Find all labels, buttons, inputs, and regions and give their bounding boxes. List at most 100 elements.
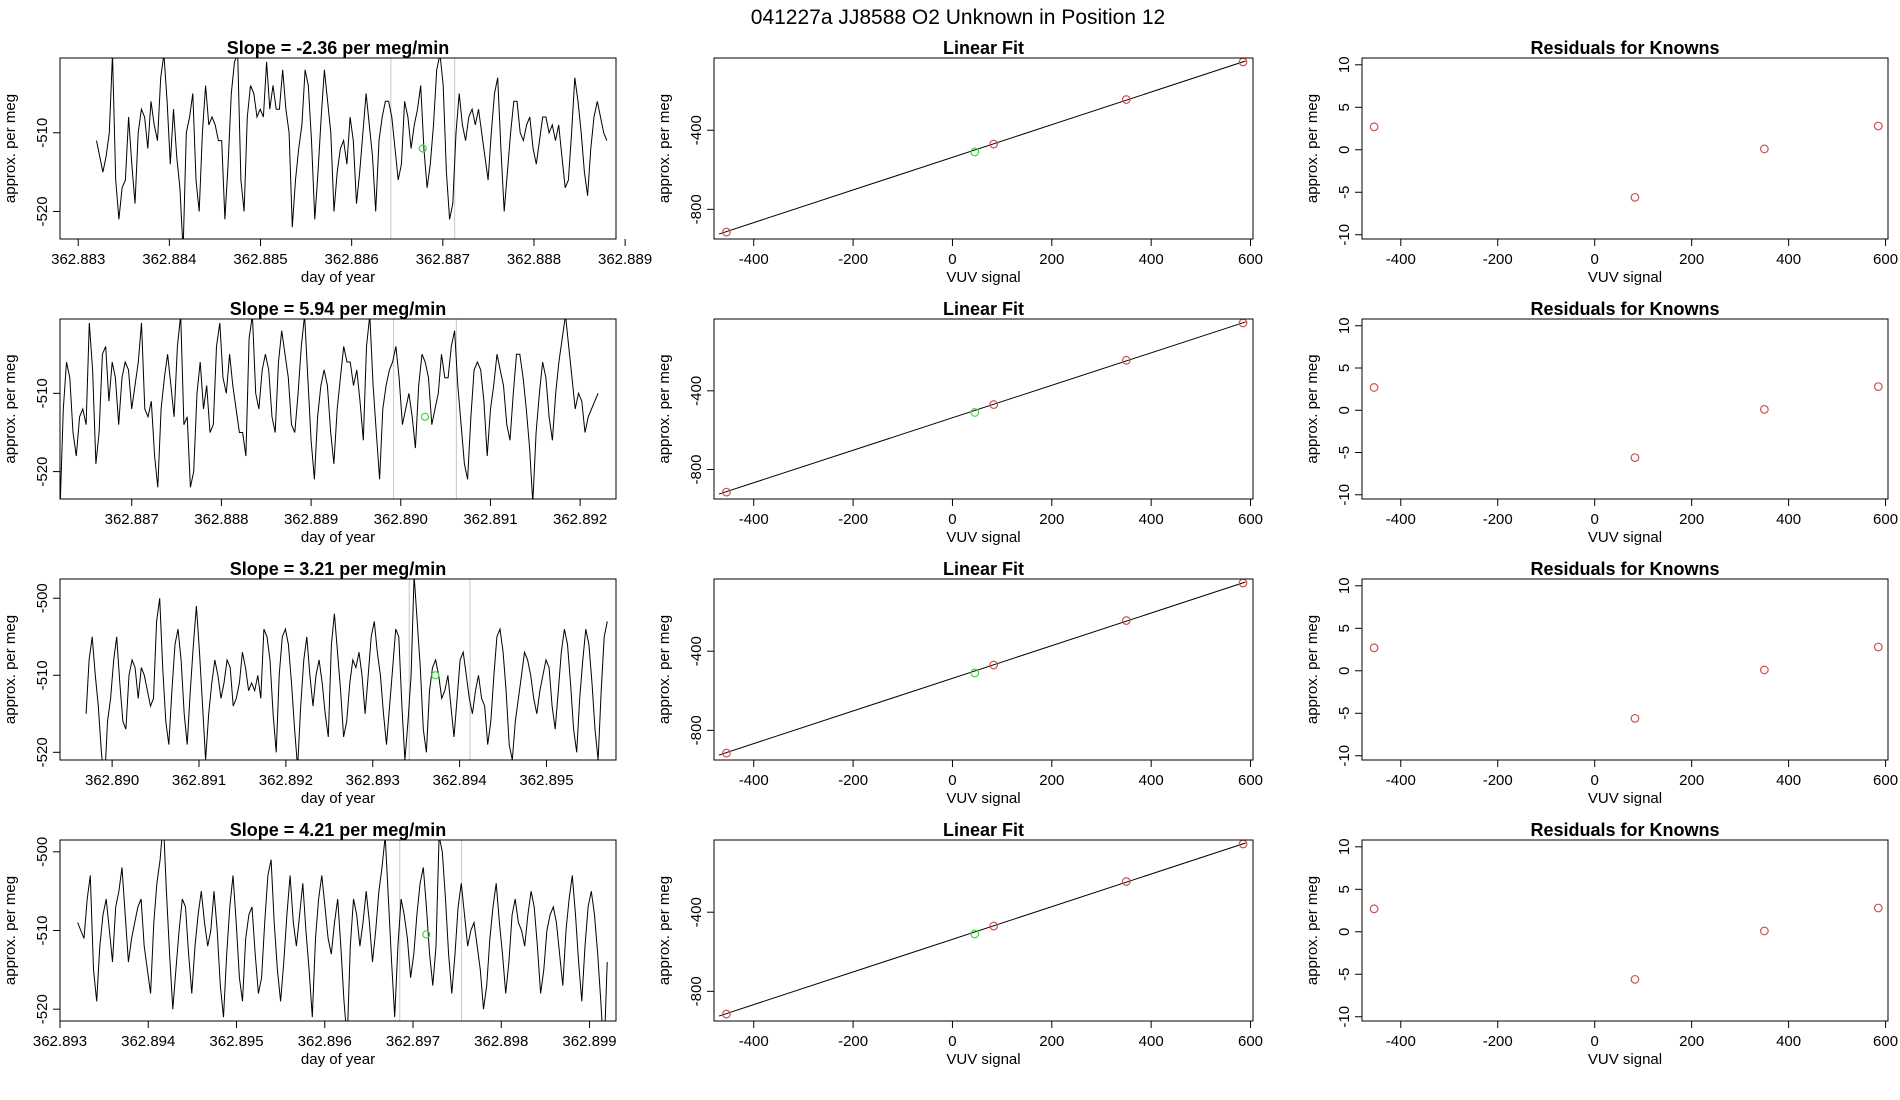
x-tick-label: 362.893 [33,1033,87,1050]
chart-title: Slope = 5.94 per meg/min [230,299,447,319]
x-tick-label: 600 [1873,251,1898,268]
x-tick-label: -200 [1483,511,1513,528]
y-tick-label: -400 [688,376,705,406]
chart-panel-3: Residuals for Knowns-400 -200 0 200 400 600VU… [1304,38,1898,286]
plot-frame [60,319,616,499]
x-tick-label: 200 [1039,251,1064,268]
x-axis-label: VUV signal [946,529,1020,546]
x-tick-label: 0 [1591,251,1599,268]
y-axis-label: approx. per meg [2,354,19,463]
y-tick-label: -520 [34,737,51,767]
y-tick-label: 0 [1336,146,1353,154]
chart-panel-2: Linear Fit-400 -200 0 200 400 600VUV signal-4… [656,38,1263,286]
x-axis-label: VUV signal [1588,269,1662,286]
residual-point [1631,454,1639,462]
chart-panel-8: Linear Fit -400 -200 0 200 400 600 VUV signal -4… [656,559,1263,807]
x-tick-label: 0 [948,1033,956,1050]
x-tick-label: 400 [1776,772,1801,789]
residual-point [1875,904,1883,912]
x-tick-label: -200 [838,511,868,528]
y-axis-label: approx. per meg [2,94,19,203]
x-tick-label: -400 [739,772,769,789]
x-tick-label: 600 [1238,1033,1263,1050]
chart-title: Linear Fit [943,299,1024,319]
x-tick-label: 600 [1238,772,1263,789]
residual-point [1631,976,1639,984]
y-tick-label: -510 [34,118,51,148]
x-tick-label: 0 [948,511,956,528]
y-tick-label: -520 [34,994,51,1024]
y-tick-label: -800 [688,454,705,484]
y-tick-label: -400 [688,897,705,927]
y-tick-label: -10 [1336,1006,1353,1028]
chart-title: Residuals for Knowns [1530,820,1719,840]
chart-panel-4: Slope = 5.94 per meg/min 362.887 362.888 36… [2,299,616,546]
y-tick-label: 0 [1336,406,1353,414]
x-axis-label: VUV signal [946,790,1020,807]
residual-point [1875,383,1883,391]
x-tick-label: -400 [1386,772,1416,789]
chart-panel-6: Residuals for Knowns -400 -200 0 200 400 600 VU… [1304,299,1898,546]
x-tick-label: 362.891 [463,511,517,528]
figure-canvas: 041227a JJ8588 O2 Unknown in Position 12… [0,0,1900,1100]
residual-point [1761,666,1769,674]
x-tick-label: 362.896 [298,1033,352,1050]
chart-title: Residuals for Knowns [1530,299,1719,319]
x-tick-label: 400 [1776,251,1801,268]
residual-point [1370,384,1378,392]
y-tick-label: 10 [1336,56,1353,73]
x-tick-label: 0 [1591,1033,1599,1050]
x-tick-label: 362.891 [172,772,226,789]
x-tick-label: 400 [1776,1033,1801,1050]
fit-line [719,61,1246,234]
x-tick-label: 200 [1039,511,1064,528]
x-tick-label: 200 [1679,772,1704,789]
plot-area [86,575,607,783]
x-tick-label: 362.887 [105,511,159,528]
x-tick-label: 362.894 [433,772,487,789]
y-tick-label: 0 [1336,928,1353,936]
chart-title: Slope = 3.21 per meg/min [230,559,447,579]
y-tick-label: -10 [1336,224,1353,246]
y-tick-label: 10 [1336,838,1353,855]
x-tick-label: 0 [948,772,956,789]
x-axis-label: VUV signal [1588,529,1662,546]
x-tick-label: 200 [1679,251,1704,268]
chart-title: Slope = 4.21 per meg/min [230,820,447,840]
plot-frame [1362,58,1888,239]
unknown-point [432,672,439,679]
y-tick-label: -500 [34,583,51,613]
residual-point [1631,715,1639,723]
y-tick-label: -800 [688,976,705,1006]
x-tick-label: 362.899 [562,1033,616,1050]
plot-area [1370,383,1882,462]
y-tick-label: -520 [34,457,51,487]
y-tick-label: 5 [1336,364,1353,372]
x-tick-label: 362.890 [374,511,428,528]
fit-line [719,582,1246,755]
y-tick-label: 5 [1336,624,1353,632]
chart-panel-12: Residuals for Knowns-400 -200 0 200 400 600VU… [1304,820,1898,1068]
residual-point [1761,927,1769,935]
unknown-point [971,669,979,677]
x-tick-label: 362.887 [416,251,470,268]
plot-area [97,54,607,251]
residual-point [1370,123,1378,131]
x-tick-label: 362.884 [142,251,196,268]
plot-area [719,319,1247,496]
y-tick-label: 5 [1336,885,1353,893]
plot-area [1370,643,1882,722]
x-tick-label: 400 [1139,511,1164,528]
x-tick-label: -200 [1483,772,1513,789]
plot-area [719,840,1247,1018]
y-axis-label: approx. per meg [656,94,673,203]
y-tick-label: 0 [1336,667,1353,675]
y-axis-label: approx. per meg [1304,354,1321,463]
x-tick-label: 0 [948,251,956,268]
y-tick-label: -5 [1336,446,1353,459]
y-tick-label: -800 [688,715,705,745]
x-tick-label: 362.895 [209,1033,263,1050]
x-tick-label: -200 [1483,1033,1513,1050]
x-tick-label: -400 [1386,1033,1416,1050]
chart-title: Slope = -2.36 per meg/min [227,38,450,58]
